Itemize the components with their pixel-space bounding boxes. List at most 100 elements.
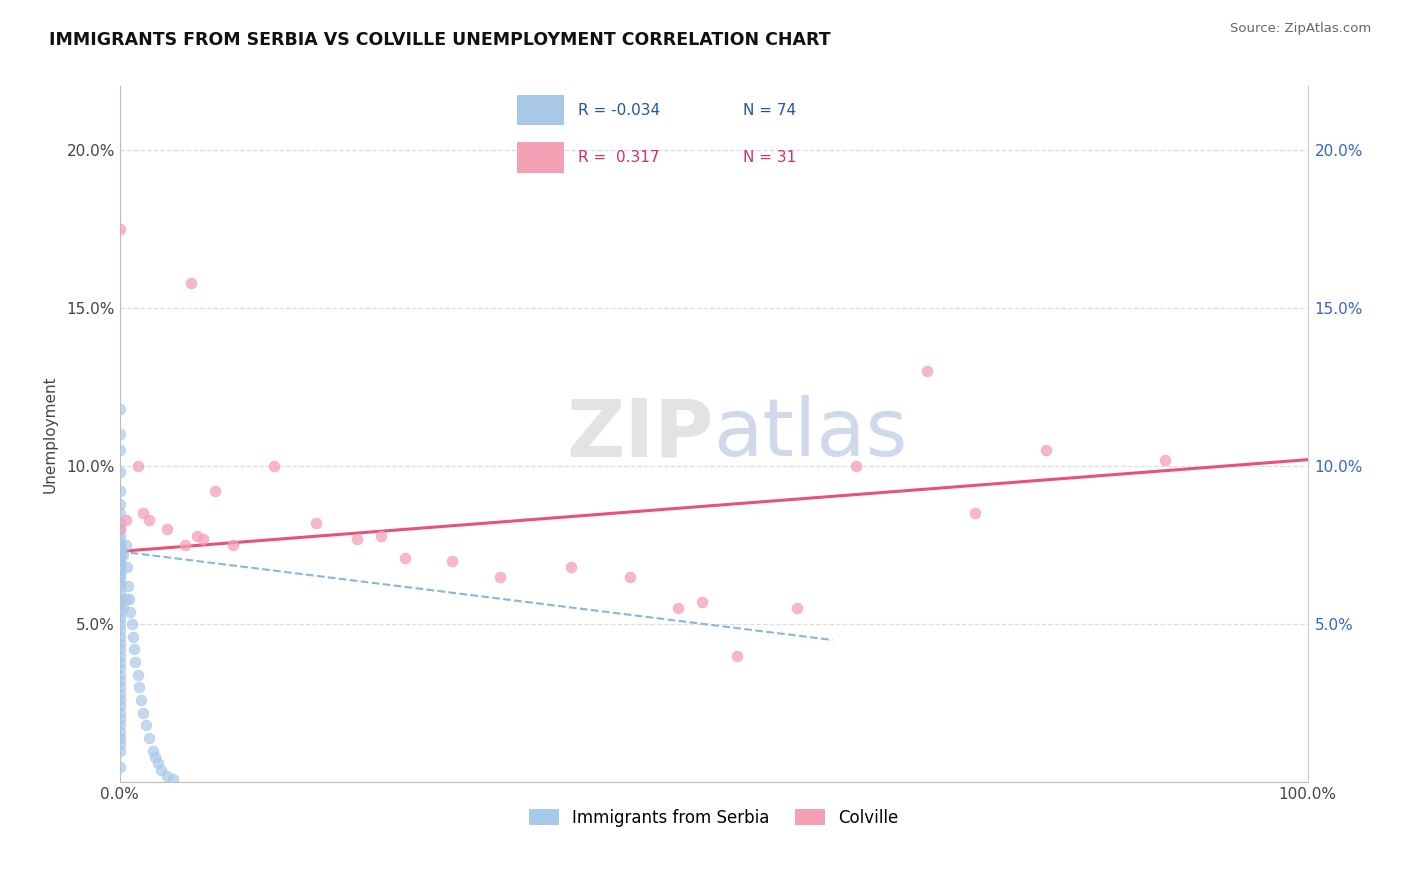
Point: [108, 522, 131, 536]
Point: [917, 364, 939, 378]
Point: [127, 458, 149, 473]
Point: [174, 538, 197, 552]
Text: IMMIGRANTS FROM SERBIA VS COLVILLE UNEMPLOYMENT CORRELATION CHART: IMMIGRANTS FROM SERBIA VS COLVILLE UNEMP…: [49, 31, 831, 49]
Point: [108, 674, 131, 689]
Point: [108, 507, 131, 521]
Point: [115, 560, 138, 574]
Point: [180, 276, 202, 290]
Point: [156, 769, 179, 783]
Point: [394, 550, 416, 565]
Point: [108, 630, 131, 644]
Point: [146, 756, 169, 771]
Point: [108, 681, 131, 695]
Point: [221, 538, 243, 552]
Text: N = 74: N = 74: [742, 103, 796, 118]
Point: [108, 466, 131, 480]
Point: [108, 538, 131, 552]
Point: [118, 591, 141, 606]
Point: [108, 221, 131, 235]
Point: [108, 548, 131, 562]
Point: [108, 598, 131, 612]
Text: R = -0.034: R = -0.034: [578, 103, 661, 118]
Point: [108, 585, 131, 599]
Point: [108, 579, 131, 593]
Point: [108, 591, 131, 606]
Point: [108, 427, 131, 442]
Point: [108, 724, 131, 739]
Point: [108, 566, 131, 581]
Point: [108, 535, 131, 549]
Point: [162, 772, 184, 787]
Point: [129, 693, 152, 707]
Point: [108, 528, 131, 542]
Text: atlas: atlas: [714, 395, 908, 474]
Point: [963, 507, 986, 521]
Point: [114, 513, 136, 527]
Point: [108, 516, 131, 530]
Y-axis label: Unemployment: Unemployment: [44, 376, 58, 493]
Point: [488, 570, 510, 584]
Point: [263, 458, 285, 473]
Bar: [517, 142, 564, 173]
Point: [121, 617, 143, 632]
Text: Source: ZipAtlas.com: Source: ZipAtlas.com: [1230, 22, 1371, 36]
Point: [108, 550, 131, 565]
Point: [132, 507, 155, 521]
Point: [108, 731, 131, 745]
Text: N = 31: N = 31: [742, 150, 796, 165]
Point: [619, 570, 641, 584]
Legend: Immigrants from Serbia, Colville: Immigrants from Serbia, Colville: [522, 802, 905, 833]
Text: R =  0.317: R = 0.317: [578, 150, 659, 165]
Point: [725, 648, 748, 663]
Point: [108, 744, 131, 758]
Point: [108, 554, 131, 568]
Point: [121, 630, 143, 644]
Point: [108, 570, 131, 584]
Point: [108, 522, 131, 536]
Point: [114, 591, 136, 606]
Point: [845, 458, 868, 473]
Point: [108, 693, 131, 707]
Point: [114, 538, 136, 552]
Point: [142, 744, 165, 758]
Point: [108, 560, 131, 574]
Point: [108, 605, 131, 619]
Point: [1035, 443, 1057, 458]
Point: [690, 595, 713, 609]
Point: [108, 617, 131, 632]
Point: [117, 579, 139, 593]
Point: [305, 516, 328, 530]
Point: [108, 557, 131, 571]
Point: [186, 528, 208, 542]
Point: [128, 681, 150, 695]
Point: [191, 532, 214, 546]
Point: [108, 661, 131, 675]
Point: [127, 667, 149, 681]
Point: [143, 750, 166, 764]
Point: [108, 687, 131, 701]
Point: [108, 759, 131, 773]
Point: [1154, 452, 1177, 467]
Bar: [517, 95, 564, 126]
Point: [666, 601, 689, 615]
Point: [204, 484, 226, 499]
Point: [108, 544, 131, 558]
Point: [786, 601, 808, 615]
Point: [108, 706, 131, 720]
Point: [108, 443, 131, 458]
Point: [124, 655, 146, 669]
Point: [138, 513, 160, 527]
Point: [108, 712, 131, 726]
Point: [370, 528, 392, 542]
Point: [108, 624, 131, 638]
Point: [135, 718, 157, 732]
Point: [108, 497, 131, 511]
Point: [138, 731, 160, 745]
Point: [120, 605, 142, 619]
Text: ZIP: ZIP: [567, 395, 714, 474]
Point: [108, 667, 131, 681]
Point: [112, 548, 135, 562]
Point: [108, 576, 131, 591]
Point: [108, 484, 131, 499]
Point: [108, 642, 131, 657]
